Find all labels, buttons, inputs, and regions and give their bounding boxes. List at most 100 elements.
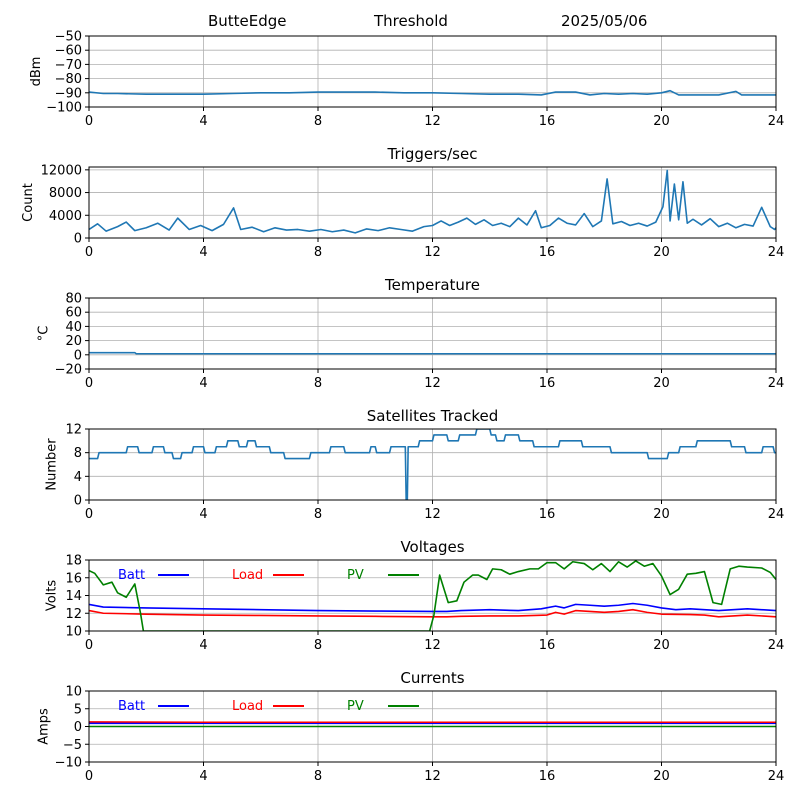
x-tick-label: 12 — [424, 769, 441, 784]
x-tick-label: 24 — [768, 507, 785, 522]
y-tick-label: 4 — [74, 470, 82, 485]
x-tick-label: 4 — [199, 638, 207, 653]
x-tick-label: 0 — [85, 376, 93, 391]
y-tick-label: 60 — [65, 306, 82, 321]
y-tick-label: 12000 — [41, 163, 82, 178]
x-tick-label: 0 — [85, 507, 93, 522]
x-tick-label: 24 — [768, 114, 785, 129]
legend-label-load: Load — [232, 699, 263, 714]
y-tick-label: 18 — [65, 554, 82, 569]
y-tick-label: 12 — [65, 607, 82, 622]
y-tick-label: 12 — [65, 423, 82, 438]
x-tick-label: 24 — [768, 769, 785, 784]
legend-label-load: Load — [232, 568, 263, 583]
chart-title: Satellites Tracked — [367, 407, 498, 425]
chart-panel-voltages: 0 4 8 12 16 20 24 10 12 14 16 18 Voltages Volts Batt Lo… — [44, 538, 784, 653]
y-tick-label: 40 — [65, 320, 82, 335]
y-tick-label: −5 — [63, 738, 82, 753]
series-line-threshold — [89, 89, 776, 96]
x-tick-label: 20 — [653, 507, 670, 522]
x-tick-label: 12 — [424, 507, 441, 522]
x-tick-label: 16 — [539, 769, 556, 784]
x-tick-label: 20 — [653, 376, 670, 391]
header-date: 2025/05/06 — [561, 12, 647, 30]
y-tick-label: 20 — [65, 334, 82, 349]
x-tick-label: 4 — [199, 769, 207, 784]
header-station: ButteEdge — [208, 12, 287, 30]
x-tick-label: 24 — [768, 638, 785, 653]
x-tick-label: 12 — [424, 638, 441, 653]
y-tick-label: 8000 — [49, 186, 82, 201]
y-tick-label: −80 — [55, 72, 82, 87]
series-line-pv — [89, 560, 776, 631]
series-line-temperature — [89, 351, 776, 355]
x-tick-label: 24 — [768, 245, 785, 260]
y-tick-label: 0 — [74, 232, 82, 247]
y-axis-label: °C — [37, 326, 52, 342]
chart-title: Currents — [400, 669, 464, 687]
x-tick-label: 4 — [199, 114, 207, 129]
y-axis-label: Amps — [37, 708, 52, 745]
x-tick-label: 16 — [539, 507, 556, 522]
x-tick-label: 0 — [85, 769, 93, 784]
y-tick-label: 80 — [65, 292, 82, 307]
y-tick-label: 8 — [74, 446, 82, 461]
chart-panel-threshold: 0 4 8 12 16 20 24 −100−90−80−70−60−50 dBm — [29, 30, 784, 130]
series-line-batt — [89, 602, 776, 613]
y-tick-label: −100 — [46, 101, 82, 116]
x-tick-label: 12 — [424, 245, 441, 260]
chart-panel-currents: 0 4 8 12 16 20 24 −10 −5 0 5 10 Currents Amps Batt Load… — [37, 669, 785, 784]
x-tick-label: 12 — [424, 114, 441, 129]
legend-label-batt: Batt — [118, 568, 145, 583]
y-axis-label: dBm — [29, 57, 44, 87]
y-tick-label: 0 — [74, 720, 82, 735]
x-tick-label: 16 — [539, 638, 556, 653]
chart-title: Voltages — [400, 538, 464, 556]
x-tick-label: 8 — [314, 638, 322, 653]
x-tick-label: 0 — [85, 245, 93, 260]
y-tick-label: 10 — [65, 685, 82, 700]
legend-label-pv: PV — [347, 699, 364, 714]
x-tick-label: 8 — [314, 245, 322, 260]
chart-panel-triggers: 0 4 8 12 16 20 24 0 4000 8000 12000 Triggers/sec Cou… — [21, 145, 784, 260]
series-line-satellites — [89, 429, 776, 500]
chart-title: Temperature — [384, 276, 480, 294]
y-tick-label: −10 — [55, 756, 82, 771]
x-tick-label: 4 — [199, 376, 207, 391]
y-tick-label: 0 — [74, 348, 82, 363]
header-label: Threshold — [373, 12, 448, 30]
legend-label-pv: PV — [347, 568, 364, 583]
x-tick-label: 16 — [539, 245, 556, 260]
x-tick-label: 4 — [199, 507, 207, 522]
y-tick-label: 0 — [74, 494, 82, 509]
x-tick-label: 20 — [653, 769, 670, 784]
x-tick-label: 0 — [85, 114, 93, 129]
x-tick-label: 24 — [768, 376, 785, 391]
y-axis-label: Count — [21, 183, 36, 222]
x-tick-label: 20 — [653, 245, 670, 260]
y-tick-label: 16 — [65, 571, 82, 586]
y-tick-label: 5 — [74, 702, 82, 717]
y-tick-label: −50 — [55, 30, 82, 45]
chart-title: Triggers/sec — [387, 145, 478, 163]
chart-panel-satellites: 0 4 8 12 16 20 24 0 4 8 12 Satellites Tracked Number — [44, 407, 784, 522]
y-tick-label: 14 — [65, 589, 82, 604]
y-tick-label: −60 — [55, 44, 82, 59]
x-tick-label: 8 — [314, 507, 322, 522]
x-tick-label: 20 — [653, 114, 670, 129]
x-tick-label: 8 — [314, 769, 322, 784]
legend-label-batt: Batt — [118, 699, 145, 714]
x-tick-label: 20 — [653, 638, 670, 653]
x-tick-label: 8 — [314, 376, 322, 391]
y-axis-label: Volts — [44, 580, 59, 612]
x-tick-label: 12 — [424, 376, 441, 391]
y-tick-label: 4000 — [49, 209, 82, 224]
x-tick-label: 8 — [314, 114, 322, 129]
series-line-triggers — [89, 169, 776, 234]
y-tick-label: −70 — [55, 58, 82, 73]
x-tick-label: 4 — [199, 245, 207, 260]
y-tick-label: −90 — [55, 86, 82, 101]
